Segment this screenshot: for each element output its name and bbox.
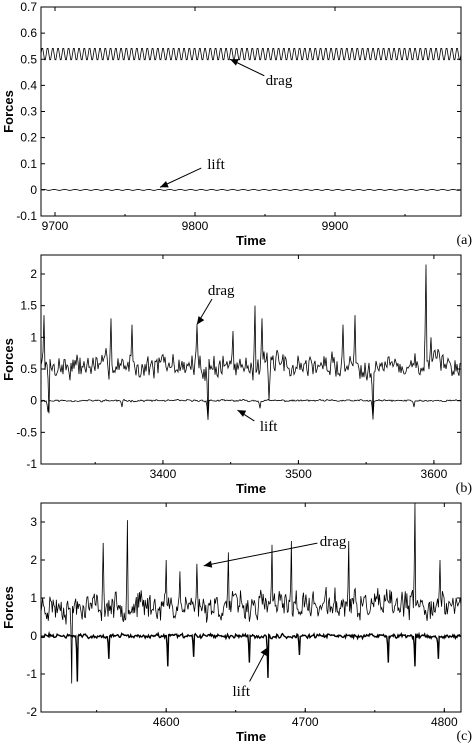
x-tick-label: 4800 <box>431 715 458 729</box>
y-axis-label: Forces <box>1 338 16 381</box>
y-tick-label: -1 <box>26 457 37 471</box>
series-line-lift <box>41 399 461 419</box>
panel-label: (a) <box>456 233 472 248</box>
annotation-arrow-head <box>197 316 204 325</box>
y-tick-label: 0.5 <box>20 52 37 66</box>
x-tick-label: 3600 <box>421 467 448 481</box>
chart-panel-0: -0.1 0 0.1 0.2 0.3 0.4 0.5 0.6 0.7 9700 9800 9900 Ti… <box>1 0 472 248</box>
y-tick-label: 0.3 <box>20 105 37 119</box>
annotation-drag: drag <box>266 73 293 89</box>
y-tick-label: 0.4 <box>20 78 37 92</box>
x-tick-label: 4700 <box>292 715 319 729</box>
y-tick-label: 0 <box>30 629 37 643</box>
x-axis-label: Time <box>236 729 266 744</box>
y-tick-label: 2 <box>30 267 37 281</box>
series-line-drag <box>41 48 461 59</box>
x-tick-label: 3500 <box>285 467 312 481</box>
annotation-lift: lift <box>233 684 251 700</box>
y-axis-label: Forces <box>1 586 16 629</box>
y-tick-label: -0.1 <box>16 209 37 223</box>
series-line-drag <box>41 265 461 420</box>
panel-label: (c) <box>456 729 472 744</box>
series-line-drag <box>41 503 461 684</box>
y-tick-label: 1.5 <box>20 299 37 313</box>
annotation-lift: lift <box>260 419 278 435</box>
y-tick-label: -2 <box>26 705 37 719</box>
y-tick-label: 1 <box>30 330 37 344</box>
series-line-lift <box>41 633 461 681</box>
annotation-drag: drag <box>320 534 347 550</box>
chart-panel-2: -2 -1 0 1 2 3 4600 4700 4800 Time Forces (c) drag lif… <box>1 503 472 744</box>
y-tick-label: 0.5 <box>20 362 37 376</box>
y-tick-label: -0.5 <box>16 425 37 439</box>
y-tick-label: 0 <box>30 183 37 197</box>
panel-label: (b) <box>456 481 473 496</box>
x-tick-label: 9800 <box>182 219 209 233</box>
y-tick-label: -1 <box>26 667 37 681</box>
y-tick-label: 0.1 <box>20 157 37 171</box>
y-tick-label: 3 <box>30 515 37 529</box>
y-tick-label: 0.7 <box>20 0 37 14</box>
chart-panel-1: -1 -0.5 0 0.5 1 1.5 2 3400 3500 3600 Time Forces (b)… <box>1 255 472 496</box>
y-axis-label: Forces <box>1 90 16 133</box>
x-axis-label: Time <box>236 481 266 496</box>
x-axis-label: Time <box>236 233 266 248</box>
annotation-drag: drag <box>208 283 235 299</box>
y-tick-label: 0 <box>30 394 37 408</box>
x-tick-label: 9900 <box>322 219 349 233</box>
y-tick-label: 0.2 <box>20 131 37 145</box>
annotation-lift: lift <box>207 157 225 173</box>
annotation-arrow-line <box>204 543 318 566</box>
y-tick-label: 1 <box>30 591 37 605</box>
x-tick-label: 3400 <box>150 467 177 481</box>
y-tick-label: 0.6 <box>20 26 37 40</box>
plot-frame <box>41 7 461 216</box>
x-tick-label: 4600 <box>153 715 180 729</box>
annotation-arrow-head <box>237 410 246 417</box>
annotation-arrow-head <box>204 561 213 568</box>
x-tick-label: 9700 <box>42 219 69 233</box>
y-tick-label: 2 <box>30 553 37 567</box>
series-line-lift <box>41 189 461 190</box>
